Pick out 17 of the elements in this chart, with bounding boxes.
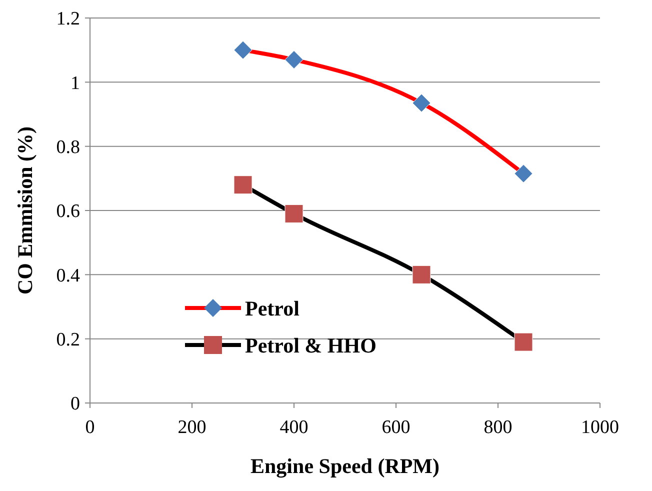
x-tick-label: 1000 — [581, 417, 619, 438]
y-tick-label: 1 — [70, 72, 80, 94]
x-axis-title: Engine Speed (RPM) — [250, 454, 440, 478]
y-tick-label: 0.8 — [56, 136, 80, 158]
legend-label: Petrol & HHO — [245, 333, 376, 358]
x-tick-label: 200 — [178, 417, 206, 438]
y-tick-label: 0.4 — [56, 265, 80, 286]
x-tick-label: 0 — [85, 417, 95, 438]
y-tick-label: 0 — [70, 394, 80, 415]
x-tick-label: 600 — [382, 417, 410, 438]
x-tick-label: 800 — [484, 417, 512, 438]
y-tick-label: 0.6 — [56, 201, 80, 222]
legend-label: Petrol — [245, 296, 300, 320]
x-tick-label: 400 — [280, 417, 308, 438]
y-axis-title: CO Emmision (%) — [13, 126, 37, 294]
y-tick-label: 1.2 — [56, 8, 80, 30]
y-tick-label: 0.2 — [56, 329, 80, 350]
